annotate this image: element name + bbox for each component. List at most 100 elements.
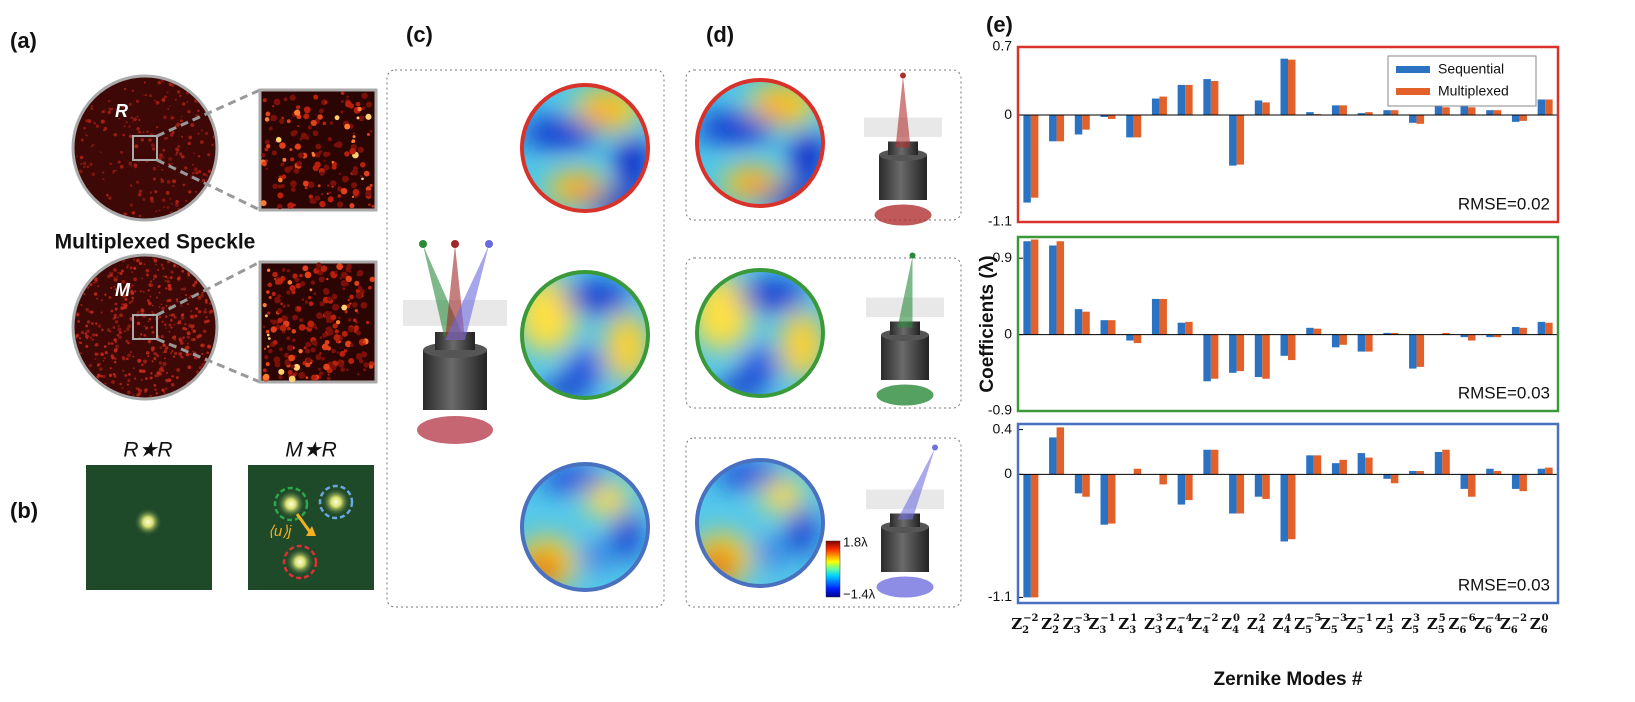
speckle-dot [130,165,133,167]
region-label: R [115,101,128,121]
category-base: Z [1088,615,1099,633]
speckle-dot [127,324,132,329]
speckle-dot [264,139,270,145]
category-sub: 3 [1099,625,1106,636]
category-sup: −1 [1357,613,1372,624]
speckle-dot [103,210,106,213]
bar [1313,328,1322,335]
speckle-dot [340,279,348,287]
source [419,240,427,248]
speckle-dot [101,110,105,114]
speckle-dot [170,326,173,329]
speckle-dot [90,145,93,148]
speckle-dot [326,376,331,381]
panel-box [685,69,962,221]
objective-tip [888,141,918,155]
speckle-dot [127,342,130,345]
bar [1236,474,1245,514]
speckle-dot [126,265,129,269]
speckle-dot [371,204,375,208]
speckle-dot [165,346,169,350]
speckle-dot [102,171,105,174]
illumination-cone [897,448,935,520]
speckle-dot [100,299,103,302]
speckle-dot [150,326,154,329]
speckle-dot [114,308,118,311]
speckle-dot [151,147,156,151]
speckle-dot [326,192,329,195]
speckle-dot [340,271,348,279]
speckle-dot [323,159,326,162]
speckle-dot [111,108,114,111]
speckle-dot [78,169,83,174]
speckle-dot [118,335,123,340]
peak-marker [318,484,354,520]
speckle-dot [201,203,204,207]
bar [1537,321,1546,335]
speckle-dot [358,358,364,364]
bar [1100,320,1108,335]
speckle-dot [261,152,266,158]
speckle-dot [286,336,291,341]
speckle-dot [357,269,364,277]
speckle-dot [188,135,193,140]
speckle-dot [153,258,158,263]
speckle-dot [207,153,211,157]
speckle-dot [113,133,117,137]
speckle-dot [317,367,321,371]
speckle-dot [113,277,118,282]
speckle-dot [156,354,159,358]
speckle-dot [80,330,85,335]
speckle-dot [196,93,200,96]
speckle-dot [181,154,185,159]
speckle-dot [310,347,316,353]
source [485,240,493,248]
category-base: Z [1166,615,1177,633]
speckle-dot [91,172,96,177]
category-sub: 5 [1412,625,1419,636]
category-sub: 4 [1258,625,1265,636]
bar [1151,98,1160,116]
speckle-dot [132,258,136,261]
speckle-dot [361,92,368,99]
speckle-dot [143,325,146,328]
speckle-dot [123,87,127,91]
speckle-dot [310,119,317,127]
speckle-dot [186,331,191,336]
speckle-dot [298,323,306,331]
x-tick-label: Z6−4 [1474,613,1501,636]
speckle-dot [135,387,139,391]
shift-label: ⟨u⟩j [268,523,292,540]
speckle-dot [280,302,283,306]
speckle-dot [172,355,176,358]
speckle-dot [304,271,312,279]
speckle-dot [159,346,163,350]
speckle-dot [198,155,200,158]
category-base: Z [1294,615,1305,633]
speckle-dot [204,197,209,202]
speckle-dot [205,319,209,324]
x-tick-label: Z4−4 [1166,613,1193,636]
speckle-dot [333,334,341,341]
phase-blob [740,347,780,383]
speckle-dot [332,323,338,329]
speckle-dot [112,276,115,278]
speckle-dot [143,81,146,84]
speckle-dot [352,188,360,196]
speckle-dot [148,138,152,142]
speckle-dot [158,209,161,212]
speckle-dot [164,275,168,279]
speckle-dot [120,306,125,311]
speckle-dot [110,342,114,345]
speckle-dot [296,306,302,311]
speckle-dot [305,348,311,354]
speckle-dot [162,275,165,278]
speckle-dot [363,362,370,368]
bar [1108,115,1116,119]
bar [1434,451,1443,475]
speckle-dot [90,322,94,326]
objective [879,155,927,200]
speckle-dot [122,133,126,137]
speckle-dot [189,386,193,390]
speckle-dot [152,166,157,171]
